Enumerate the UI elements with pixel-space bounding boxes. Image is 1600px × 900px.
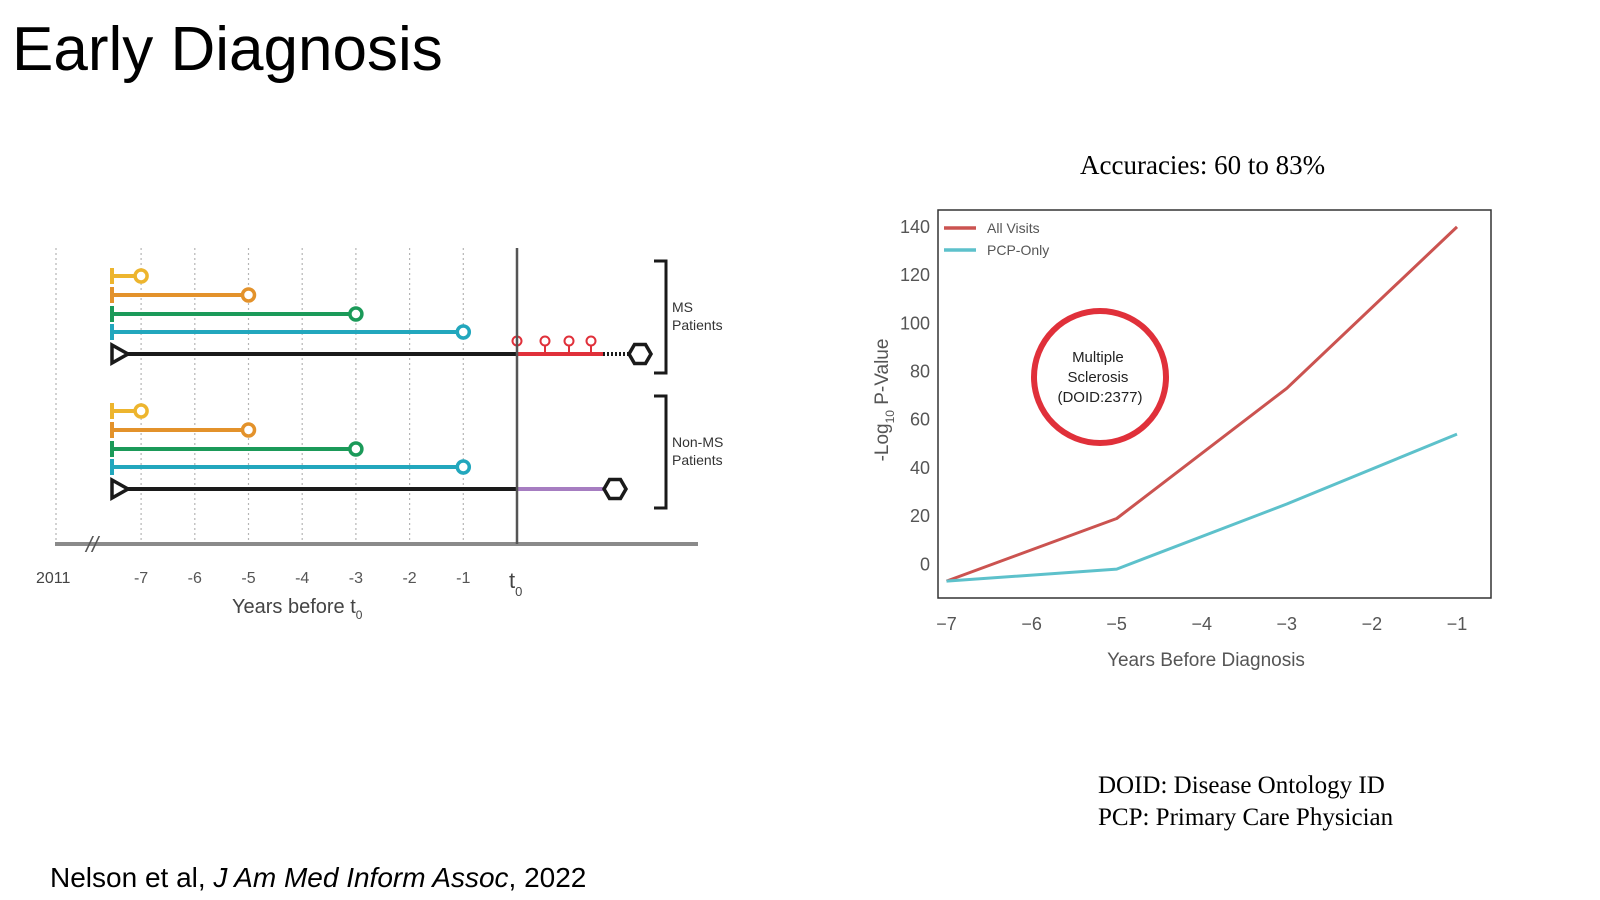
timeline-tick-label: -1 — [456, 570, 470, 587]
timeline-x-label: Years before t0 — [232, 596, 363, 622]
citation-year: , 2022 — [508, 862, 587, 893]
timeline-tick-label: -6 — [188, 570, 202, 587]
timeline-gridlines — [55, 248, 464, 544]
timeline-tick-label: -5 — [241, 570, 255, 587]
y-tick-label: 80 — [910, 361, 930, 381]
timeline-tick-labels: -7 -6 -5 -4 -3 -2 -1 — [134, 570, 471, 587]
chart-x-label: Years Before Diagnosis — [1107, 650, 1305, 671]
pvalue-line-chart: 0 20 40 60 80 100 120 140 −7 −6 −5 −4 −3 −2 −1 All Vi… — [872, 209, 1492, 671]
axis-break-mark: // — [84, 532, 100, 557]
timeline-tick-label: -3 — [349, 570, 363, 587]
ms-annotation-circle — [1031, 308, 1169, 446]
y-tick-label: 20 — [910, 506, 930, 526]
ms-outcome-hexagon — [626, 342, 654, 366]
timeline-tick-label: -2 — [402, 570, 416, 587]
y-tick-label: 140 — [900, 217, 930, 237]
series-line-all-visits — [945, 225, 1459, 583]
legend-label: All Visits — [987, 220, 1040, 236]
patient-start-triangle — [110, 342, 132, 366]
record-end-marker — [455, 459, 472, 475]
record-end-marker — [240, 287, 257, 303]
start-year-label: 2011 — [36, 570, 71, 587]
diagnosis-event-marker — [539, 335, 551, 347]
x-tick-label: −2 — [1362, 614, 1383, 634]
abbrev-pcp: PCP: Primary Care Physician — [1098, 804, 1394, 831]
series-lines — [945, 225, 1459, 583]
timeline-tick-label: -4 — [295, 570, 309, 587]
record-end-marker — [348, 441, 364, 457]
legend-label: PCP-Only — [987, 242, 1049, 258]
y-tick-label: 100 — [900, 313, 930, 333]
citation-journal: J Am Med Inform Assoc — [213, 862, 509, 893]
plot-frame — [937, 209, 1492, 599]
x-tick-label: −5 — [1106, 614, 1127, 634]
x-tick-label: −7 — [936, 614, 957, 634]
x-tick-label: −3 — [1277, 614, 1298, 634]
timeline-tick-label: -7 — [134, 570, 148, 587]
x-tick-label: −4 — [1191, 614, 1212, 634]
non-ms-group-bracket — [654, 394, 668, 510]
record-end-marker — [133, 268, 149, 284]
y-tick-labels: 0 20 40 60 80 100 120 140 — [900, 217, 930, 574]
diagnosis-event-marker — [563, 335, 575, 347]
ms-group-bracket — [654, 259, 668, 375]
ms-annotation-text: Multiple Sclerosis (DOID:2377) — [1057, 349, 1142, 406]
timeline-diagram: // 2011 -7 -6 -5 -4 -3 -2 -1 t0 Years before t… — [36, 248, 727, 622]
ms-group-label: MS Patients — [672, 299, 723, 333]
x-tick-label: −6 — [1021, 614, 1042, 634]
y-tick-label: 60 — [910, 410, 930, 430]
t0-label: t0 — [509, 568, 522, 599]
series-line-pcp-only — [946, 432, 1458, 583]
timeline-rows — [110, 268, 654, 501]
ms-annotation: Multiple Sclerosis (DOID:2377) — [1031, 308, 1169, 446]
x-tick-label: −1 — [1447, 614, 1468, 634]
record-end-marker — [240, 422, 257, 438]
patient-start-triangle — [110, 477, 132, 501]
record-end-marker — [455, 324, 472, 340]
citation: Nelson et al, J Am Med Inform Assoc, 202… — [50, 862, 586, 894]
y-tick-label: 40 — [910, 458, 930, 478]
non-ms-group-label: Non-MS Patients — [672, 434, 727, 468]
accuracy-text: Accuracies: 60 to 83% — [1080, 150, 1326, 180]
y-tick-label: 120 — [900, 265, 930, 285]
abbrev-doid: DOID: Disease Ontology ID — [1098, 772, 1385, 799]
chart-y-label: -Log10 P-Value — [872, 339, 897, 462]
record-end-marker — [348, 306, 364, 322]
abbreviation-notes: DOID: Disease Ontology ID PCP: Primary C… — [1098, 770, 1393, 834]
slide-title: Early Diagnosis — [12, 15, 443, 84]
citation-authors: Nelson et al, — [50, 862, 214, 893]
non-ms-outcome-hexagon — [601, 477, 629, 501]
diagnosis-event-marker — [585, 335, 597, 347]
chart-legend: All Visits PCP-Only — [944, 220, 1049, 258]
y-tick-label: 0 — [920, 554, 930, 574]
record-end-marker — [133, 403, 149, 419]
x-tick-labels: −7 −6 −5 −4 −3 −2 −1 — [936, 614, 1467, 634]
